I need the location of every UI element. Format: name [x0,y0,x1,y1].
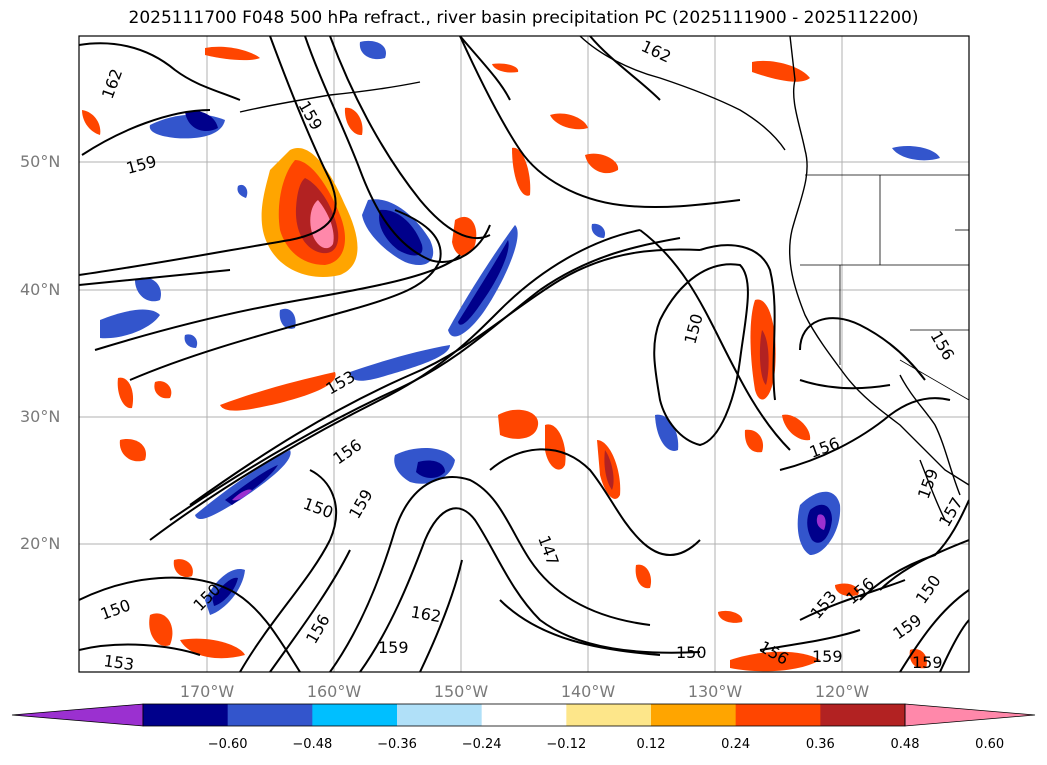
positive-anomaly-blob [744,429,764,453]
colorbar-swatch [312,704,398,726]
lon-label: 140°W [560,682,616,701]
colorbar-tick-label: 0.60 [975,737,1005,752]
positive-anomaly-blob [835,583,859,596]
positive-anomaly-blob [220,372,336,411]
positive-anomaly-blob [635,564,652,589]
positive-anomaly-blob [492,63,519,73]
negative-anomaly-blob [135,277,161,302]
positive-anomaly-blob [82,110,101,135]
positive-anomaly-blob [117,377,134,409]
colorbar-extend-high [904,703,1036,727]
positive-anomaly-blob [550,113,588,130]
colorbar-swatch [227,704,313,726]
shaded-anomalies [82,40,940,672]
contour-label: 159 [912,653,943,672]
map-title: 2025111700 F048 500 hPa refract., river … [128,8,919,28]
negative-anomaly-blob [359,40,386,60]
lon-label: 160°W [306,682,362,701]
colorbar-tick-label: 0.48 [890,737,920,752]
contour-label: 150 [676,643,707,662]
positive-anomaly-blob [498,409,539,439]
negative-anomaly-blob [279,308,296,329]
positive-anomaly-blob [149,613,173,646]
positive-anomaly-blob [119,439,146,462]
lon-label: 120°W [814,682,870,701]
colorbar-tick-label: −0.12 [546,737,587,752]
positive-anomaly-blob [782,414,811,441]
contour-label: 153 [102,651,135,674]
contour-label: 159 [378,638,409,657]
positive-anomaly-blob [173,559,193,578]
colorbar-swatch [651,704,737,726]
lat-label: 20°N [20,534,61,553]
negative-anomaly-blob [655,414,679,451]
colorbar-swatch [143,704,229,726]
lon-label: 150°W [433,682,489,701]
positive-anomaly-blob [344,107,363,136]
negative-anomaly-blob [448,225,518,337]
colorbar-frame [142,703,906,727]
colorbar-swatch [397,704,483,726]
positive-anomaly-blob [512,147,531,196]
colorbar-tick-label: −0.48 [292,737,333,752]
map-background [79,36,969,672]
colorbar-tick-label: 0.36 [805,737,835,752]
colorbar [11,703,1036,727]
colorbar-swatch [481,704,567,726]
lon-label: 170°W [179,682,235,701]
lat-label: 30°N [20,407,61,426]
negative-anomaly-blob [362,199,434,266]
positive-anomaly-blob [205,46,260,61]
positive-anomaly-blob [752,60,810,82]
lat-label: 50°N [20,152,61,171]
map-panel: 162 159 159 153 156 150 159 150 150 153 … [78,35,970,674]
lon-label: 130°W [687,682,743,701]
borders [800,174,969,401]
colorbar-extend-low [11,703,144,727]
positive-anomaly-blob [585,153,619,174]
positive-anomaly-blob [154,381,172,399]
positive-anomaly-blob [730,651,820,672]
contour-label: 159 [812,647,843,666]
map-frame [78,35,970,673]
colorbar-tick-label: 0.24 [721,737,751,752]
colorbar-swatch [820,704,906,726]
colorbar-tick-label: −0.60 [207,737,248,752]
negative-anomaly-blob [100,309,160,339]
positive-anomaly-blob [718,610,743,623]
positive-anomaly-blob [909,649,927,669]
negative-anomaly-blob [892,146,940,161]
lat-label: 40°N [20,280,61,299]
positive-anomaly-blob [545,424,566,470]
negative-anomaly-blob [350,345,450,381]
colorbar-tick-label: 0.12 [636,737,666,752]
negative-anomaly-blob [195,450,291,520]
colorbar-swatch [566,704,652,726]
colorbar-swatch [735,704,821,726]
refractivity-contours [79,36,969,672]
colorbar-tick-label: −0.24 [461,737,502,752]
colorbar-tick-label: −0.36 [377,737,417,752]
